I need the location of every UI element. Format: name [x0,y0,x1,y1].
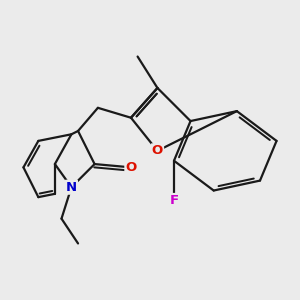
Text: N: N [66,181,77,194]
Text: O: O [152,144,163,157]
Text: O: O [125,161,136,174]
Text: F: F [169,194,178,207]
